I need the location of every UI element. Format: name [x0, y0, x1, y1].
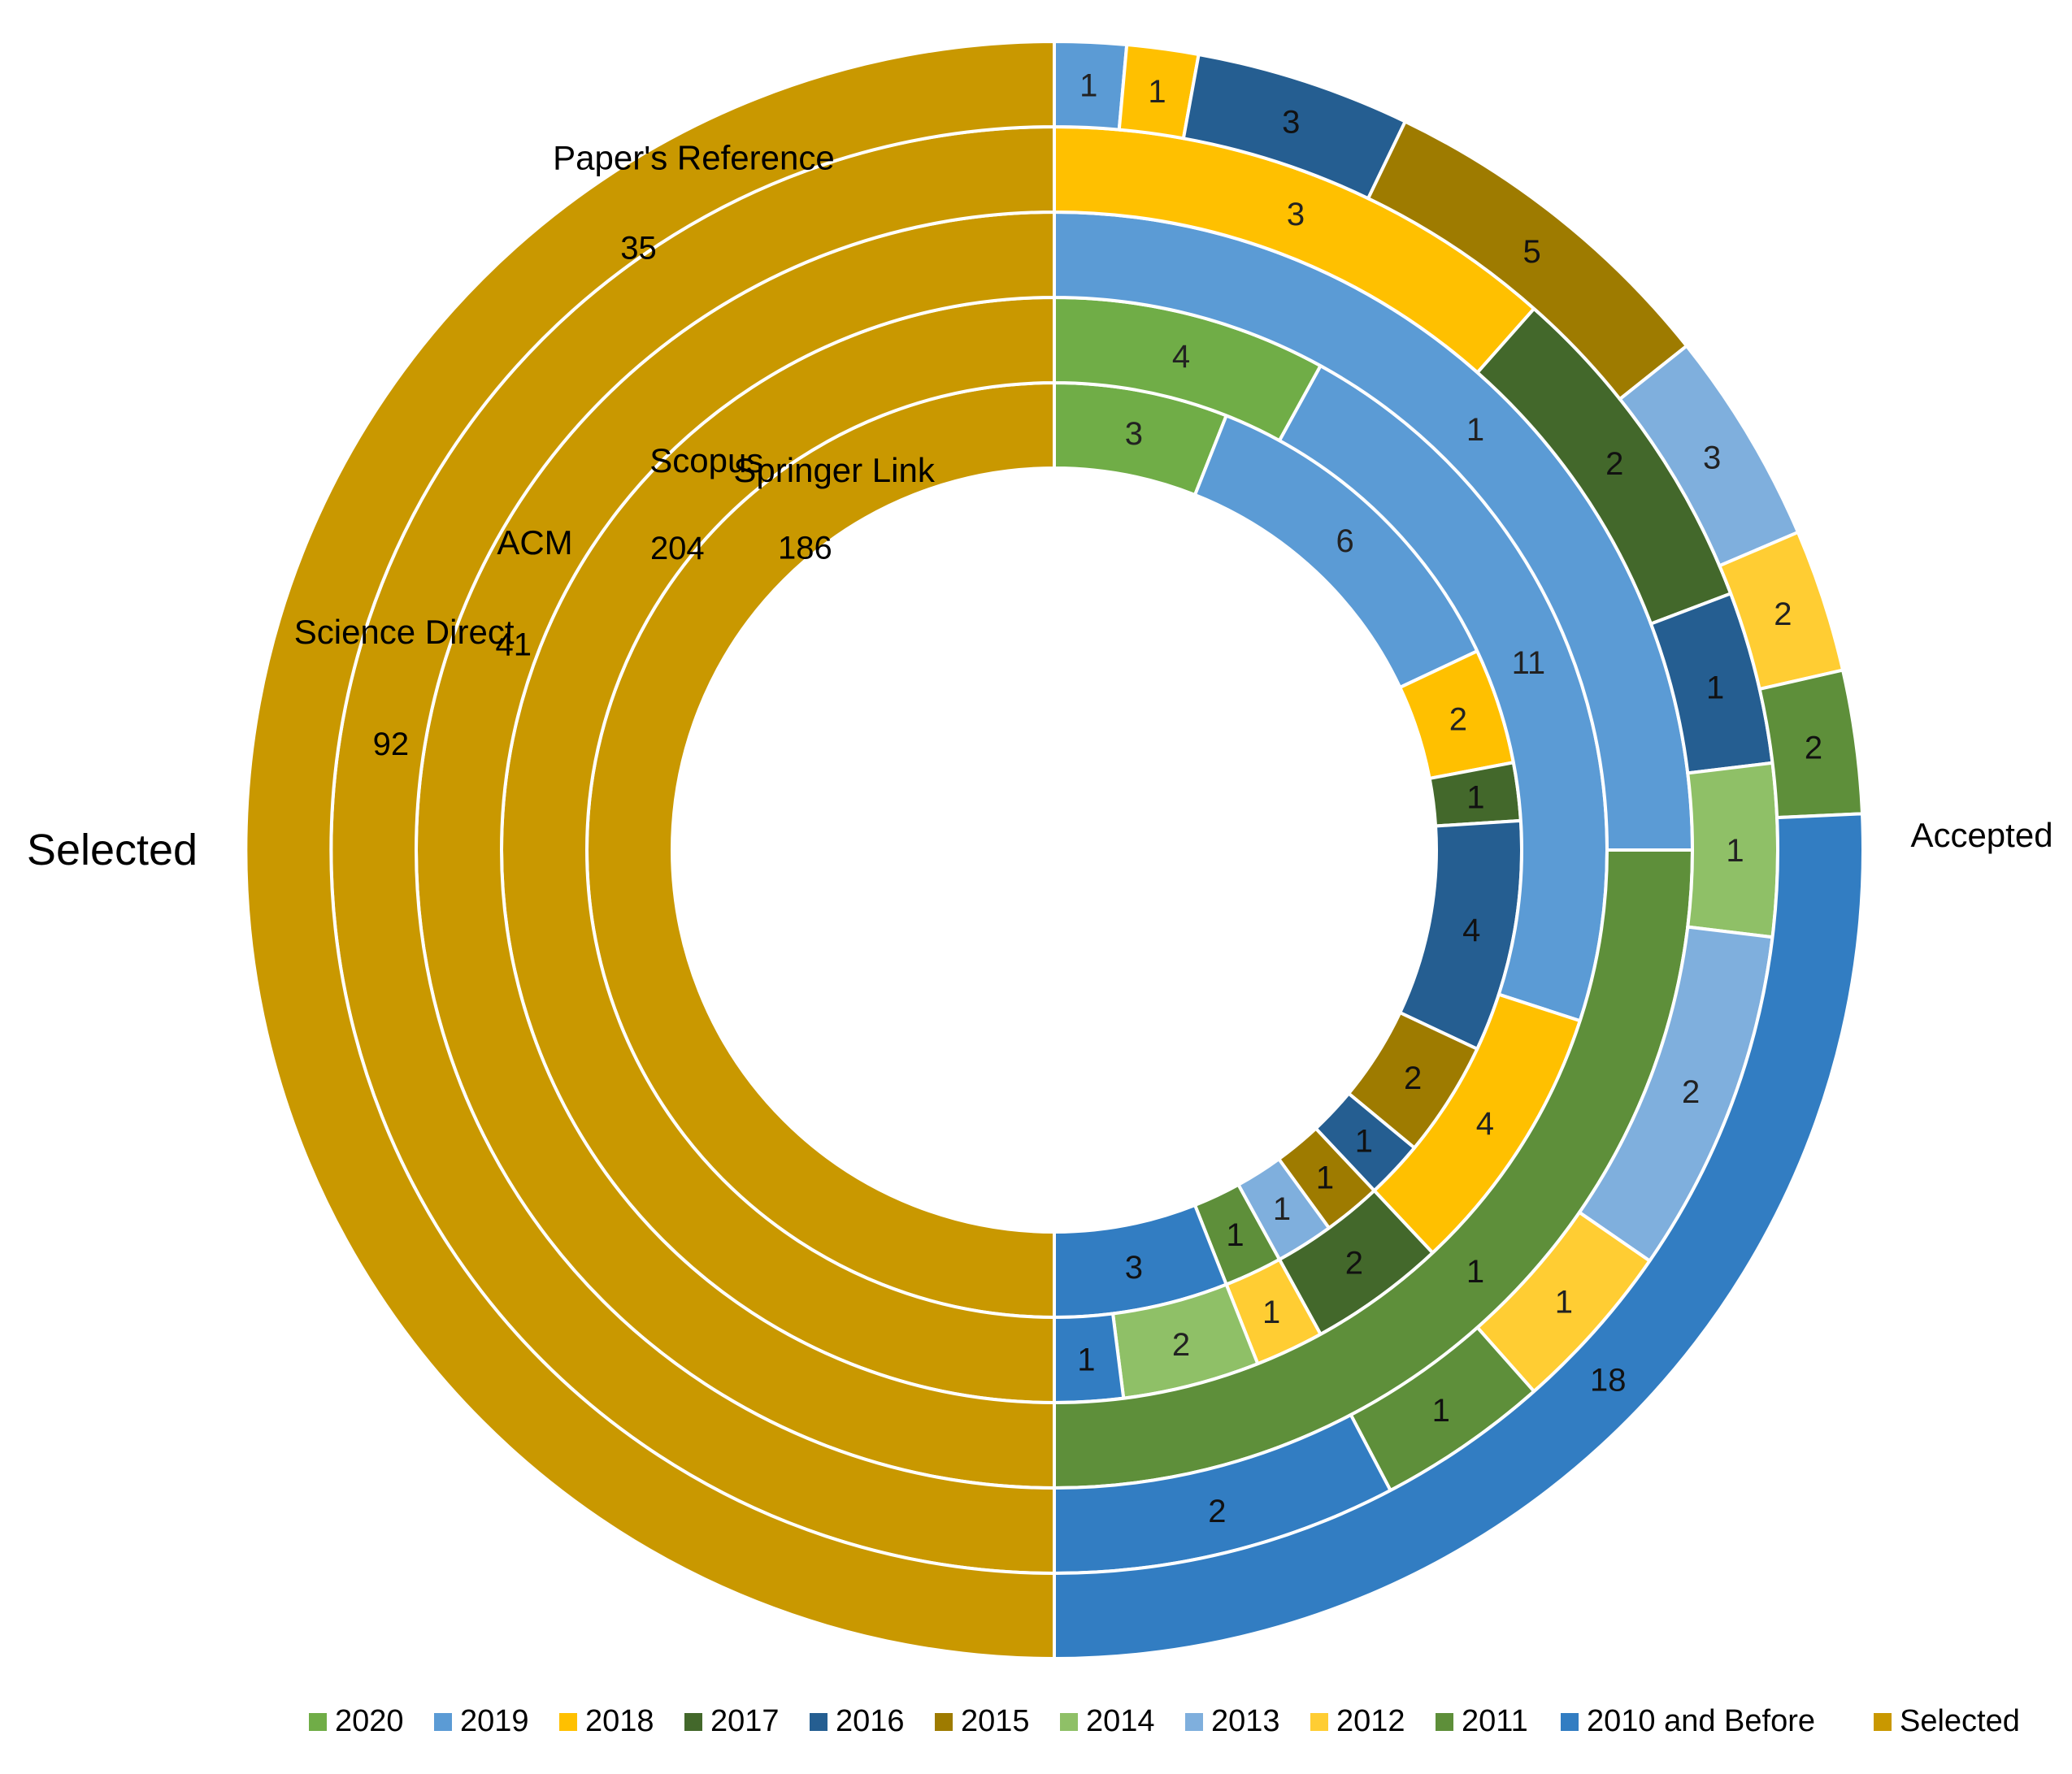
- segment-value-label: 1: [1262, 1295, 1280, 1330]
- legend-label: 2013: [1211, 1704, 1280, 1738]
- legend-entry: Selected: [1874, 1704, 2020, 1738]
- segment-value-label: 1: [1466, 780, 1484, 816]
- legend-swatch: [1310, 1713, 1328, 1731]
- segment-value-label: 1: [1273, 1191, 1291, 1227]
- legend-entry: 2017: [684, 1704, 780, 1738]
- legend-label: 2010 and Before: [1587, 1704, 1815, 1738]
- legend-entry: 2019: [434, 1704, 529, 1738]
- legend-swatch: [559, 1713, 577, 1731]
- legend-swatch: [1874, 1713, 1892, 1731]
- selected-count-scopus: 204: [650, 531, 705, 566]
- segment-value-label: 1: [1706, 670, 1724, 706]
- legend-entry: 2015: [935, 1704, 1030, 1738]
- segment-value-label: 5: [1523, 234, 1541, 270]
- legend-entry: 2020: [309, 1704, 404, 1738]
- segment-value-label: 1: [1226, 1217, 1244, 1253]
- segment-value-label: 3: [1287, 197, 1305, 232]
- legend-entry: 2013: [1185, 1704, 1280, 1738]
- segment-value-label: 2: [1605, 446, 1623, 482]
- segment-value-label: 1: [1432, 1393, 1450, 1429]
- legend-label: 2015: [961, 1704, 1030, 1738]
- rings-layer: [244, 39, 1865, 1661]
- segment-value-label: 6: [1336, 523, 1354, 559]
- segment-value-label: 1: [1466, 1254, 1484, 1290]
- legend-entry: 2010 and Before: [1561, 1704, 1815, 1738]
- segment-value-label: 2: [1404, 1060, 1422, 1096]
- segment-value-label: 1: [1148, 74, 1166, 110]
- legend-label: 2019: [460, 1704, 529, 1738]
- segment-value-label: 3: [1282, 105, 1300, 141]
- legend-swatch: [1185, 1713, 1203, 1731]
- legend-label: 2017: [710, 1704, 780, 1738]
- segment-value-label: 2: [1172, 1327, 1190, 1363]
- segment-value-label: 1: [1726, 833, 1744, 869]
- legend-label: 2016: [836, 1704, 905, 1738]
- segment-value-label: 2: [1805, 730, 1822, 766]
- legend-label: 2014: [1086, 1704, 1155, 1738]
- legend-entry: 2014: [1060, 1704, 1155, 1738]
- segment-value-label: 4: [1476, 1106, 1494, 1142]
- legend-entry: 2011: [1436, 1704, 1528, 1738]
- accepted-segment-paper-s-reference-7: [1053, 812, 1865, 1661]
- selected-arc-paper-s-reference: [244, 39, 1056, 1661]
- segment-value-label: 2: [1345, 1246, 1363, 1282]
- segment-value-label: 3: [1125, 416, 1143, 452]
- segment-value-label: 1: [1355, 1124, 1373, 1160]
- legend-swatch: [935, 1713, 953, 1731]
- selected-side-label: Selected: [27, 826, 198, 874]
- segment-value-label: 1: [1466, 412, 1484, 448]
- legend-label: 2018: [585, 1704, 654, 1738]
- legend-entry: 2018: [559, 1704, 654, 1738]
- segment-value-label: 1: [1077, 1342, 1095, 1377]
- legend-entry: 2016: [810, 1704, 905, 1738]
- segment-value-label: 4: [1462, 913, 1480, 948]
- segment-value-label: 3: [1125, 1250, 1143, 1286]
- segment-value-label: 1: [1079, 67, 1097, 103]
- segment-value-label: 1: [1316, 1160, 1334, 1196]
- selected-count-springer-link: 186: [778, 530, 832, 566]
- segment-value-label: 18: [1590, 1362, 1627, 1398]
- legend-swatch: [810, 1713, 827, 1731]
- selected-count-paper-s-reference: 35: [620, 231, 657, 267]
- selected-count-science-direct: 92: [373, 727, 410, 762]
- segment-value-label: 11: [1512, 645, 1546, 681]
- source-name-paper-s-reference: Paper's Reference: [553, 138, 835, 176]
- source-name-springer-link: Springer Link: [733, 451, 935, 489]
- source-name-acm: ACM: [497, 523, 572, 562]
- legend-swatch: [1060, 1713, 1078, 1731]
- legend: 2020 2019 2018 2017 2016 2015 2014 2013 2012 2011…: [309, 1704, 2020, 1738]
- segment-value-label: 2: [1774, 596, 1792, 632]
- segment-value-label: 2: [1208, 1494, 1226, 1529]
- legend-label: 2020: [335, 1704, 404, 1738]
- segment-value-label: 2: [1449, 702, 1467, 738]
- legend-swatch: [434, 1713, 452, 1731]
- segment-value-label: 2: [1682, 1074, 1700, 1110]
- selected-count-acm: 41: [495, 627, 532, 662]
- legend-swatch: [684, 1713, 702, 1731]
- segment-value-label: 1: [1555, 1284, 1573, 1320]
- segment-value-label: 4: [1172, 339, 1190, 375]
- segment-value-label: 3: [1703, 440, 1721, 476]
- legend-label: 2011: [1462, 1704, 1528, 1738]
- legend-swatch: [1561, 1713, 1579, 1731]
- legend-label: 2012: [1336, 1704, 1405, 1738]
- source-name-scopus: Scopus: [649, 441, 763, 479]
- legend-label: Selected: [1900, 1704, 2020, 1738]
- accepted-side-label: Accepted: [1910, 816, 2052, 854]
- legend-entry: 2012: [1310, 1704, 1405, 1738]
- legend-swatch: [1436, 1713, 1453, 1731]
- legend-swatch: [309, 1713, 327, 1731]
- source-name-science-direct: Science Direct: [294, 613, 515, 651]
